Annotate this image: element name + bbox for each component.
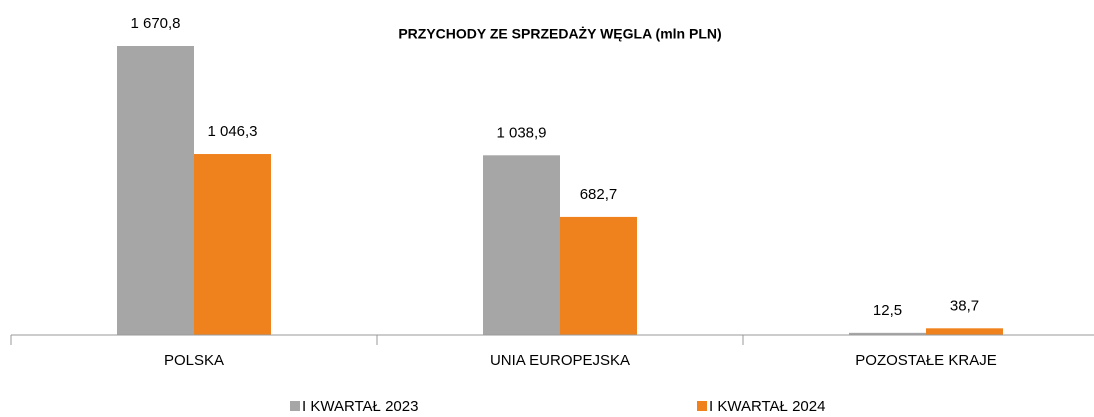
x-tick-label: UNIA EUROPEJSKA	[490, 352, 630, 369]
bar	[560, 216, 637, 335]
bar	[483, 155, 560, 335]
legend-label: I KWARTAŁ 2023	[302, 398, 418, 415]
bar	[849, 332, 926, 335]
x-tick-label: POZOSTAŁE KRAJE	[855, 352, 996, 369]
legend-label: I KWARTAŁ 2024	[709, 398, 825, 415]
value-label: 1 670,8	[130, 15, 180, 32]
bar	[117, 46, 194, 335]
x-tick-label: POLSKA	[164, 352, 224, 369]
value-label: 12,5	[873, 302, 902, 319]
chart-title: PRZYCHODY ZE SPRZEDAŻY WĘGLA (mln PLN)	[398, 26, 721, 42]
value-label: 1 038,9	[496, 124, 546, 141]
bar	[926, 328, 1003, 335]
legend-swatch	[697, 401, 707, 411]
value-label: 682,7	[580, 186, 618, 203]
legend-swatch	[290, 401, 300, 411]
value-label: 38,7	[950, 297, 979, 314]
bar	[194, 154, 271, 335]
value-label: 1 046,3	[207, 123, 257, 140]
